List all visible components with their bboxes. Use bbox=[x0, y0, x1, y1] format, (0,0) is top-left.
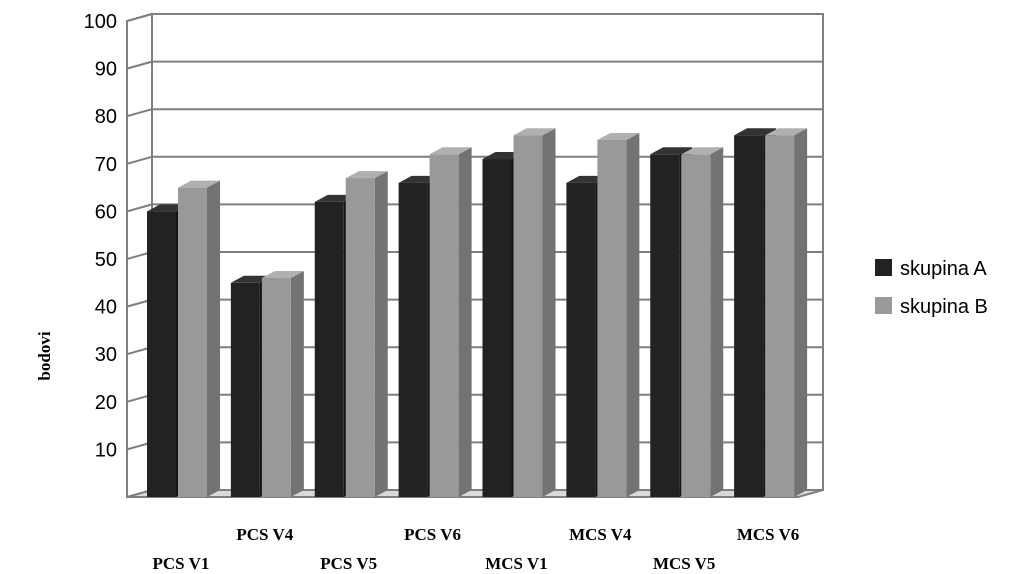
gridline-side bbox=[126, 13, 153, 22]
category-label: MCS V4 bbox=[569, 525, 632, 544]
bar-top bbox=[734, 128, 777, 136]
category-label: MCS V5 bbox=[653, 554, 716, 573]
y-tick-label: 60 bbox=[95, 201, 117, 223]
bar-top bbox=[429, 147, 472, 155]
bar-front bbox=[513, 135, 543, 498]
bar-front bbox=[429, 154, 459, 497]
bar-top bbox=[345, 171, 388, 179]
bars bbox=[147, 128, 808, 498]
y-tick-label: 70 bbox=[95, 154, 117, 176]
bar-side bbox=[290, 271, 304, 497]
bar-front bbox=[597, 140, 627, 497]
bar-front bbox=[765, 135, 795, 498]
bar-front bbox=[398, 182, 428, 497]
y-tick-label: 100 bbox=[84, 11, 117, 33]
bar-side bbox=[794, 128, 808, 498]
gridline-side bbox=[126, 203, 153, 213]
bar-top bbox=[597, 133, 640, 140]
bar-front bbox=[261, 278, 291, 497]
bar-side bbox=[626, 133, 640, 497]
category-label: PCS V4 bbox=[236, 525, 293, 544]
legend-swatch bbox=[875, 297, 892, 314]
y-axis-title: bodovi bbox=[35, 331, 54, 380]
category-label: MCS V1 bbox=[485, 554, 548, 573]
bar bbox=[597, 133, 640, 497]
bar-top bbox=[178, 180, 220, 188]
gridline-side bbox=[126, 108, 153, 118]
bar-side bbox=[374, 171, 388, 497]
legend: skupina A skupina B bbox=[875, 258, 988, 318]
y-tick-label: 50 bbox=[95, 249, 117, 271]
legend-label: skupina A bbox=[900, 258, 987, 280]
bar-front bbox=[230, 282, 260, 497]
bar-front bbox=[734, 135, 764, 498]
bar bbox=[429, 147, 472, 497]
y-tick-label: 80 bbox=[95, 106, 117, 128]
bar-front bbox=[178, 187, 207, 497]
bar-top bbox=[650, 147, 693, 155]
bar bbox=[681, 147, 724, 497]
category-label: MCS V6 bbox=[737, 525, 800, 544]
y-tick-labels: 10 20 30 40 50 60 70 80 90 100 bbox=[84, 11, 117, 461]
bar-front bbox=[566, 182, 596, 497]
bar-front bbox=[314, 201, 344, 497]
bar bbox=[513, 128, 556, 498]
bar-front bbox=[147, 211, 176, 497]
bar-front bbox=[482, 159, 512, 498]
bar-side bbox=[207, 180, 220, 497]
bar bbox=[765, 128, 808, 498]
legend-swatch bbox=[875, 259, 892, 276]
bar bbox=[345, 171, 388, 497]
category-label: PCS V5 bbox=[320, 554, 377, 573]
bar-side bbox=[710, 147, 724, 497]
bar-front bbox=[650, 154, 680, 497]
y-tick-label: 40 bbox=[95, 297, 117, 319]
category-label: PCS V6 bbox=[404, 525, 461, 544]
bar-top bbox=[513, 128, 556, 136]
legend-label: skupina B bbox=[900, 296, 988, 318]
y-tick-label: 90 bbox=[95, 59, 117, 81]
bar-front bbox=[681, 154, 711, 497]
bar-side bbox=[458, 147, 472, 497]
y-tick-label: 20 bbox=[95, 392, 117, 414]
category-labels: PCS V1 PCS V4 PCS V5 PCS V6 MCS V1 MCS V4 MCS … bbox=[153, 525, 800, 573]
bar-front bbox=[345, 178, 375, 497]
y-tick-label: 10 bbox=[95, 439, 117, 461]
y-tick-label: 30 bbox=[95, 344, 117, 366]
gridline-side bbox=[126, 60, 153, 70]
gridline-side bbox=[126, 155, 153, 165]
bar-top bbox=[765, 128, 808, 136]
category-label: PCS V1 bbox=[153, 554, 210, 573]
bar-top bbox=[261, 271, 304, 279]
bar-side bbox=[542, 128, 556, 498]
bar bbox=[261, 271, 304, 497]
bar-top bbox=[681, 147, 724, 155]
bar bbox=[178, 180, 220, 497]
